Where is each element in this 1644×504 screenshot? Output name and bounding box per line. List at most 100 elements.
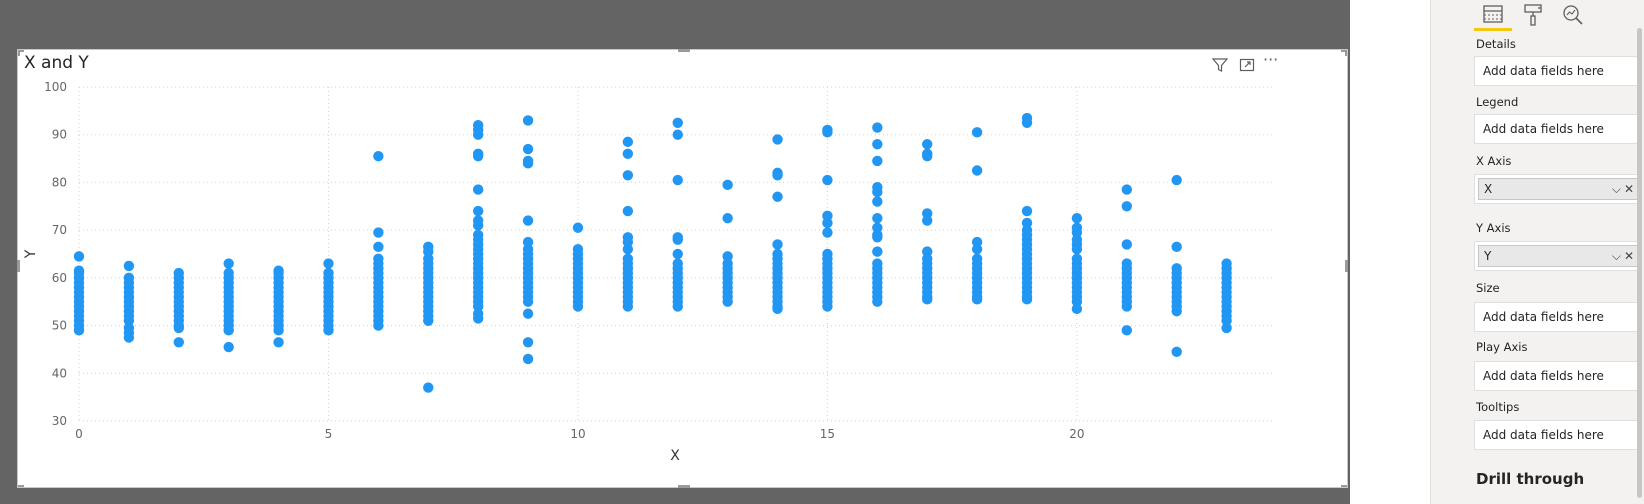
scatter-plot: 30 40 50 60 70 80 90 100 0 5 10 15 20 X Y bbox=[23, 80, 1273, 464]
well-label-y-axis: Y Axis bbox=[1476, 221, 1511, 235]
scatter-point bbox=[1071, 244, 1083, 255]
y-tick-label: 60 bbox=[52, 271, 67, 285]
close-icon[interactable]: ✕ bbox=[1623, 182, 1634, 196]
y-axis-title: Y bbox=[23, 249, 39, 259]
tooltips-drop-zone[interactable]: Add data fields here bbox=[1474, 420, 1642, 450]
x-tick-label: 20 bbox=[1069, 427, 1084, 441]
details-drop-zone[interactable]: Add data fields here bbox=[1474, 56, 1642, 86]
scatter-point bbox=[223, 325, 234, 336]
resize-handle[interactable] bbox=[678, 485, 690, 488]
scatter-point bbox=[1171, 241, 1182, 253]
well-label-size: Size bbox=[1476, 281, 1500, 295]
play-axis-drop-zone[interactable]: Add data fields here bbox=[1474, 361, 1642, 391]
scatter-point bbox=[922, 208, 933, 219]
scatter-point bbox=[622, 301, 634, 312]
legend-drop-zone[interactable]: Add data fields here bbox=[1474, 114, 1642, 144]
scatter-point bbox=[872, 222, 883, 233]
scatter-point bbox=[73, 251, 85, 262]
fields-tab-icon[interactable] bbox=[1478, 2, 1508, 28]
scatter-point bbox=[472, 205, 484, 217]
y-tick-label: 40 bbox=[52, 366, 67, 380]
y-tick-label: 100 bbox=[44, 80, 67, 94]
scatter-point bbox=[722, 296, 733, 307]
visualizations-fields-pane: Details Add data fields here Legend Add … bbox=[1430, 0, 1644, 504]
well-label-x-axis: X Axis bbox=[1476, 154, 1512, 168]
x-axis-field-pill[interactable]: X ⌵ ✕ bbox=[1478, 178, 1638, 200]
x-axis-title: X bbox=[670, 448, 680, 464]
pane-scrollbar[interactable] bbox=[1637, 28, 1642, 498]
scatter-point bbox=[522, 308, 534, 319]
scatter-point bbox=[822, 217, 833, 229]
scatter-point bbox=[223, 258, 234, 269]
scatter-point bbox=[772, 239, 783, 250]
scatter-point bbox=[1071, 213, 1083, 224]
analytics-tab-icon[interactable] bbox=[1558, 2, 1588, 28]
scatter-point bbox=[273, 325, 284, 336]
resize-handle[interactable] bbox=[1345, 50, 1347, 56]
well-label-legend: Legend bbox=[1476, 95, 1519, 109]
y-axis-field-pill[interactable]: Y ⌵ ✕ bbox=[1478, 245, 1638, 267]
resize-handle[interactable] bbox=[1341, 50, 1347, 52]
scatter-point bbox=[872, 213, 883, 224]
scatter-point bbox=[123, 332, 135, 343]
chevron-down-icon[interactable]: ⌵ bbox=[1611, 182, 1621, 196]
filter-icon[interactable] bbox=[1211, 56, 1229, 74]
scatter-point bbox=[373, 150, 384, 162]
scatter-point bbox=[772, 191, 783, 202]
scatter-point bbox=[373, 227, 384, 238]
scatter-point bbox=[1221, 315, 1232, 326]
scatter-point bbox=[522, 143, 534, 155]
resize-handle[interactable] bbox=[18, 485, 24, 487]
scatter-point bbox=[1121, 239, 1133, 250]
scatter-point bbox=[622, 244, 634, 255]
close-icon[interactable]: ✕ bbox=[1623, 249, 1634, 263]
focus-mode-icon[interactable] bbox=[1238, 56, 1256, 74]
scatter-point bbox=[522, 236, 534, 248]
scatter-point bbox=[1021, 117, 1033, 128]
scatter-point bbox=[922, 294, 933, 305]
scatter-point bbox=[622, 136, 634, 148]
scatter-point bbox=[323, 325, 334, 336]
scatter-point bbox=[622, 148, 634, 159]
x-axis-well: X ⌵ ✕ bbox=[1474, 174, 1642, 204]
scatter-point bbox=[872, 196, 883, 207]
scatter-point bbox=[672, 234, 683, 245]
resize-handle[interactable] bbox=[678, 49, 690, 52]
scatter-point bbox=[872, 246, 883, 257]
format-tab-icon[interactable] bbox=[1518, 2, 1548, 28]
resize-handle[interactable] bbox=[18, 50, 20, 56]
scatter-point bbox=[622, 205, 634, 217]
scatter-point bbox=[672, 117, 683, 128]
scatter-point bbox=[472, 220, 484, 231]
resize-handle[interactable] bbox=[18, 50, 24, 52]
scatter-point bbox=[872, 186, 883, 198]
x-tick-label: 5 bbox=[325, 427, 333, 441]
scatter-point bbox=[922, 246, 933, 257]
x-tick-label: 0 bbox=[75, 427, 83, 441]
resize-handle[interactable] bbox=[1341, 485, 1347, 487]
resize-handle[interactable] bbox=[1345, 260, 1348, 272]
chevron-down-icon[interactable]: ⌵ bbox=[1611, 249, 1621, 263]
y-tick-label: 90 bbox=[52, 128, 67, 142]
scatter-point bbox=[522, 158, 534, 169]
y-tick-label: 80 bbox=[52, 175, 67, 189]
scatter-point bbox=[1021, 205, 1033, 217]
drill-through-heading[interactable]: Drill through bbox=[1476, 470, 1585, 488]
scatter-point bbox=[472, 313, 484, 324]
scatter-point bbox=[971, 127, 983, 138]
scatter-chart-visual[interactable]: X and Y ··· 30 40 50 60 70 80 90 100 0 5 10 15 20 X Y bbox=[17, 49, 1348, 488]
scatter-point bbox=[1121, 325, 1133, 336]
scatter-point bbox=[722, 179, 733, 191]
scatter-point bbox=[373, 241, 384, 253]
pane-tabs bbox=[1431, 0, 1644, 34]
resize-handle[interactable] bbox=[17, 260, 20, 272]
scatter-point bbox=[672, 174, 683, 186]
scatter-point bbox=[622, 170, 634, 181]
well-label-details: Details bbox=[1476, 37, 1516, 51]
scatter-point bbox=[1121, 184, 1133, 195]
scatter-point bbox=[1171, 346, 1182, 358]
size-drop-zone[interactable]: Add data fields here bbox=[1474, 302, 1642, 332]
scatter-point bbox=[522, 215, 534, 226]
more-options-icon[interactable]: ··· bbox=[1263, 50, 1279, 69]
scatter-point bbox=[922, 215, 933, 226]
